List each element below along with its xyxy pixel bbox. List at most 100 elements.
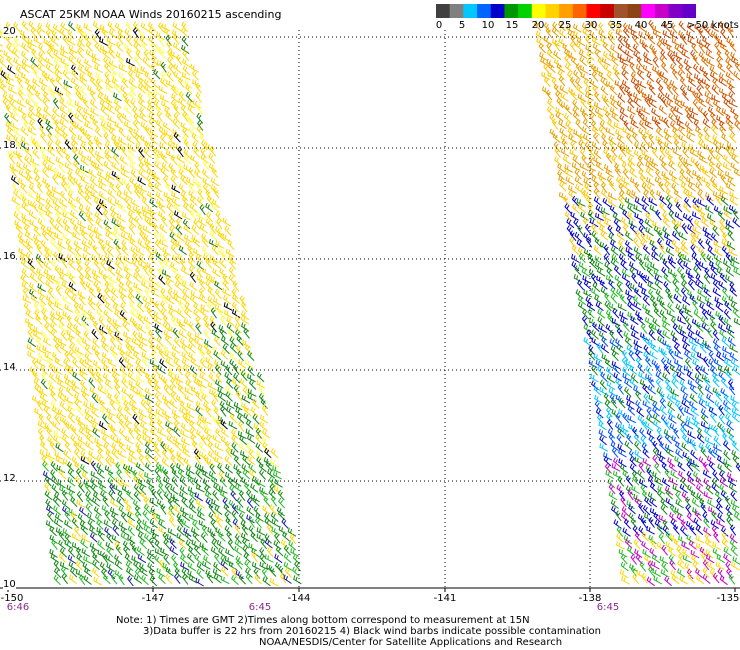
wind-barb [49,440,57,452]
wind-barb [600,76,609,88]
wind-barb [33,167,41,179]
wind-barb [730,260,739,270]
wind-barb [155,401,164,411]
wind-barb [683,58,692,69]
wind-barb [697,198,707,208]
wind-barb [209,463,216,475]
wind-barb [197,511,206,521]
wind-barb [158,126,167,137]
wind-barb [111,170,121,180]
wind-barb [733,113,740,125]
wind-barb [253,567,261,579]
wind-barb [248,516,256,528]
wind-barb [78,149,87,159]
wind-barb [718,77,728,87]
wind-barb [167,56,175,67]
wind-barb [226,316,235,327]
wind-barb [198,287,206,299]
wind-barb [617,239,626,250]
wind-barb [127,63,136,74]
wind-barb [234,533,242,544]
wind-barb [91,559,100,570]
wind-barb [674,400,683,411]
wind-barb [85,41,93,52]
wind-barb [227,239,235,250]
wind-barb [677,470,687,481]
wind-barb [43,337,52,347]
wind-barb [109,399,116,411]
wind-barb [725,57,733,68]
wind-barb [687,379,697,388]
wind-barb [132,252,140,263]
wind-barb [645,226,654,237]
wind-barb [730,358,740,368]
wind-barb [224,225,232,236]
wind-barb [144,387,154,397]
wind-barb [129,539,137,551]
wind-barb [163,468,170,480]
wind-barb [183,138,191,150]
wind-barb [166,435,175,445]
wind-barb [132,106,139,118]
wind-barb [692,90,699,102]
wind-barb [76,265,84,277]
wind-barb [0,66,7,75]
wind-barb [139,35,148,46]
wind-barb [144,70,152,82]
wind-barb [156,567,165,577]
wind-barb [282,531,290,542]
wind-barb [696,433,705,444]
wind-barb [702,226,711,236]
wind-barb [199,357,207,369]
wind-barb [656,387,665,398]
wind-barb [182,288,190,299]
wind-barb [272,465,282,474]
wind-barb [54,119,61,131]
wind-barb [699,154,708,164]
wind-barb [16,77,24,89]
wind-barb [81,548,91,558]
legend-label: 25 [558,20,572,31]
wind-barb [684,407,694,416]
wind-barb [35,90,43,102]
wind-barb [561,139,568,150]
wind-barb [674,358,683,368]
wind-barb [162,321,171,332]
wind-barb [687,484,696,495]
wind-barb [636,56,643,68]
wind-barb [642,64,652,74]
wind-barb [709,71,719,81]
wind-barb [133,421,141,433]
wind-barb [60,57,70,67]
wind-barb [611,463,621,472]
wind-barb [724,23,734,32]
wind-barb [651,359,660,369]
wind-barb [246,455,256,466]
wind-barb [647,93,657,103]
wind-barb [6,55,14,67]
wind-barb [172,413,180,425]
wind-barb [236,413,245,424]
wind-barb [607,478,616,489]
wind-barb [571,244,579,256]
wind-barb [651,48,659,60]
wind-barb [704,343,713,353]
wind-barb [686,133,695,143]
wind-barb [109,182,117,193]
wind-barb [153,68,161,80]
wind-barb [541,86,551,96]
wind-barb [54,232,64,241]
wind-barb [102,295,111,306]
wind-barb [136,434,144,445]
wind-barb [200,154,209,164]
wind-barb [606,418,614,430]
wind-barb [662,38,672,48]
wind-barb [674,106,683,116]
wind-barb [103,94,113,104]
wind-barb [692,225,702,235]
wind-barb [63,418,70,430]
wind-barb [712,225,720,236]
wind-barb [193,247,202,257]
wind-barb [700,316,709,327]
wind-barb [231,503,239,515]
